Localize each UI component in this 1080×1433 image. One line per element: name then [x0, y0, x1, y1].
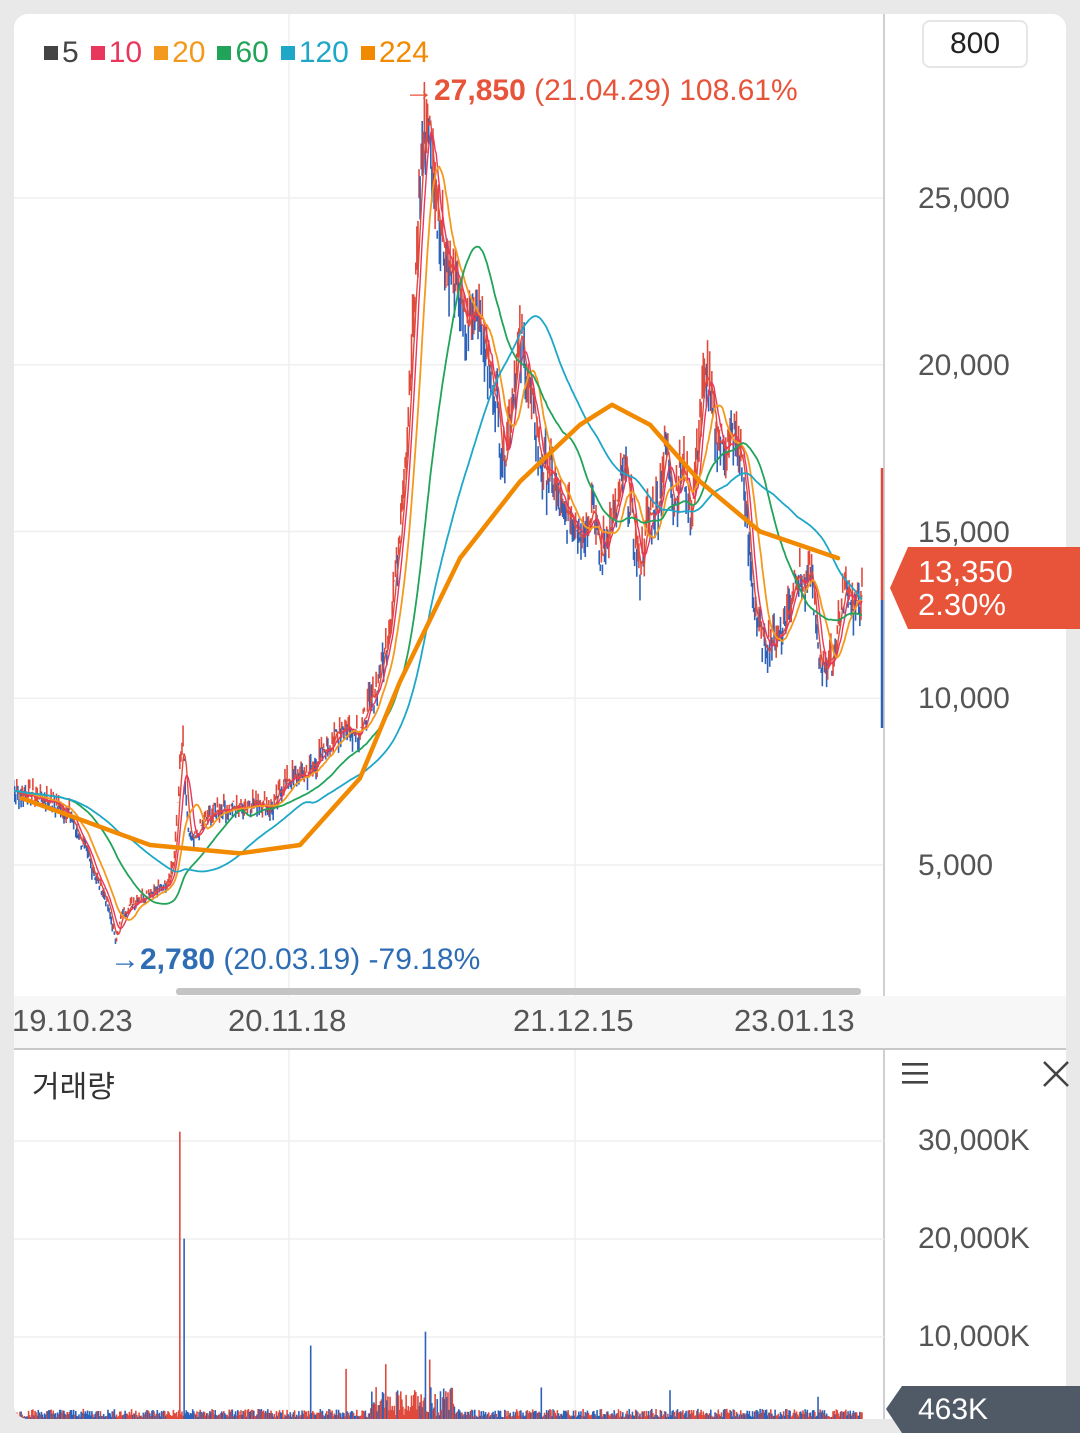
scrollbar [176, 988, 861, 995]
legend-swatch [217, 46, 232, 60]
legend-label: 60 [235, 36, 269, 69]
ma-line-5 [14, 119, 863, 936]
price-axis-label: 20,000 [918, 349, 1010, 382]
low-value: 2,780 [140, 943, 216, 976]
price-axis-label: 25,000 [918, 182, 1010, 215]
price-axis-label: 15,000 [918, 516, 1010, 549]
legend-item-20[interactable]: 20 [154, 36, 205, 70]
price-axis-label: 5,000 [918, 849, 994, 882]
current-price-value: 13,350 [918, 554, 1013, 589]
period-button[interactable]: 800 [922, 20, 1028, 68]
price-axis-label: 10,000 [918, 682, 1010, 715]
volume-title: 거래량 [32, 1071, 115, 1104]
legend-item-60[interactable]: 60 [217, 36, 269, 70]
current-volume-value: 463K [918, 1393, 989, 1426]
ma-legend: 5 10 20 60 120 224 [44, 36, 429, 70]
legend-swatch [44, 46, 58, 60]
legend-item-5[interactable]: 5 [44, 36, 79, 70]
legend-label: 10 [108, 36, 143, 69]
legend-swatch [280, 46, 295, 60]
chart-card: 5 10 20 60 120 224 800 [14, 14, 1066, 1419]
legend-item-224[interactable]: 224 [360, 36, 429, 70]
current-volume-tag [886, 1386, 1080, 1433]
high-pct: 108.61% [679, 74, 798, 107]
legend-label: 224 [378, 36, 429, 69]
x-axis-band [14, 996, 1066, 1048]
current-price-tag [890, 547, 1080, 629]
volume-axis-label: 20,000K [918, 1222, 1030, 1255]
low-arrow: → [110, 943, 140, 976]
close-icon[interactable] [1040, 1058, 1072, 1090]
high-value: 27,850 [434, 74, 526, 107]
x-axis-label: 21.12.15 [513, 1003, 634, 1038]
high-annotation: →27,850 (21.04.29) 108.61% [404, 74, 798, 108]
ma-line-224 [19, 402, 841, 856]
ma-line-120 [14, 315, 863, 873]
x-axis-label: 19.10.23 [12, 1003, 133, 1038]
volume-axis-label: 30,000K [918, 1124, 1030, 1157]
x-axis-label: 23.01.13 [734, 1003, 855, 1038]
legend-swatch [90, 46, 105, 60]
ma-line-60 [14, 245, 863, 905]
menu-icon[interactable] [900, 1060, 932, 1088]
legend-swatch [360, 46, 375, 60]
high-date: (21.04.29) [534, 74, 671, 107]
legend-label: 20 [172, 36, 206, 69]
legend-label: 120 [298, 36, 349, 69]
high-arrow: → [404, 74, 434, 107]
low-pct: -79.18% [368, 943, 481, 976]
price-chart[interactable] [14, 14, 1066, 1419]
volume-axis-label: 10,000K [918, 1320, 1030, 1353]
legend-swatch [154, 46, 169, 60]
ma-line-20 [14, 165, 863, 921]
legend-item-10[interactable]: 10 [90, 36, 143, 70]
low-date: (20.03.19) [223, 943, 361, 976]
current-price-change: 2.30% [918, 587, 1006, 622]
legend-item-120[interactable]: 120 [280, 36, 349, 70]
low-annotation: →2,780 (20.03.19) -79.18% [110, 943, 480, 977]
x-axis-label: 20.11.18 [228, 1003, 347, 1038]
legend-label: 5 [62, 36, 79, 69]
